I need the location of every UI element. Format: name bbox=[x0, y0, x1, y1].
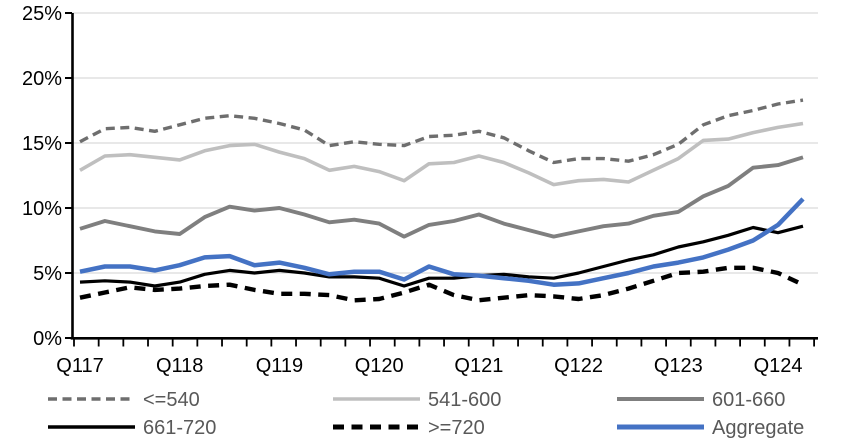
gridlines bbox=[72, 12, 818, 274]
legend-label: 601-660 bbox=[712, 389, 785, 411]
series-line-Aggregate bbox=[79, 197, 805, 287]
legend-label: Aggregate bbox=[712, 417, 804, 439]
series-line->=720 bbox=[79, 265, 804, 303]
x-axis-label: Q124 bbox=[754, 355, 803, 377]
legend-item-<=540: <=540 bbox=[48, 389, 200, 411]
legend-item-661-720: 661-720 bbox=[48, 417, 216, 439]
legend-label: >=720 bbox=[428, 417, 485, 439]
series-group bbox=[79, 98, 805, 303]
y-axis-label: 0% bbox=[33, 328, 62, 350]
series-line-601-660 bbox=[79, 155, 804, 239]
x-axis-label: Q118 bbox=[156, 355, 203, 377]
x-axis-label: Q121 bbox=[454, 355, 503, 377]
y-axis-group: 0% 5% 10% 15% 20% 25% bbox=[22, 3, 72, 350]
legend-label: 661-720 bbox=[143, 417, 216, 439]
x-axis-labels: Q117 Q118 Q119 Q120 Q121 Q122 Q123 Q124 bbox=[56, 355, 802, 377]
series-line-661-720 bbox=[79, 224, 804, 288]
y-axis-label: 15% bbox=[22, 133, 62, 155]
y-axis-label: 10% bbox=[22, 198, 62, 220]
x-axis-label: Q117 bbox=[56, 355, 103, 377]
x-axis-ticks bbox=[73, 338, 815, 347]
legend-label: <=540 bbox=[143, 389, 200, 411]
y-axis-label: 25% bbox=[22, 3, 62, 25]
legend-item-541-600: 541-600 bbox=[333, 389, 501, 411]
legend-item->=720: >=720 bbox=[333, 417, 485, 439]
legend-item-Aggregate: Aggregate bbox=[617, 417, 804, 439]
legend-label: 541-600 bbox=[428, 389, 501, 411]
legend: <=540 541-600 601-660 661-720 >=720 Aggregate bbox=[48, 389, 804, 439]
legend-item-601-660: 601-660 bbox=[617, 389, 785, 411]
x-axis-label: Q119 bbox=[256, 355, 303, 377]
y-axis-label: 5% bbox=[33, 263, 62, 285]
y-axis-label: 20% bbox=[22, 68, 62, 90]
series-line-541-600 bbox=[79, 121, 804, 187]
series-line-<=540 bbox=[79, 98, 804, 165]
x-axis-label: Q122 bbox=[554, 355, 603, 377]
x-axis-label: Q120 bbox=[355, 355, 404, 377]
x-axis-label: Q123 bbox=[654, 355, 703, 377]
